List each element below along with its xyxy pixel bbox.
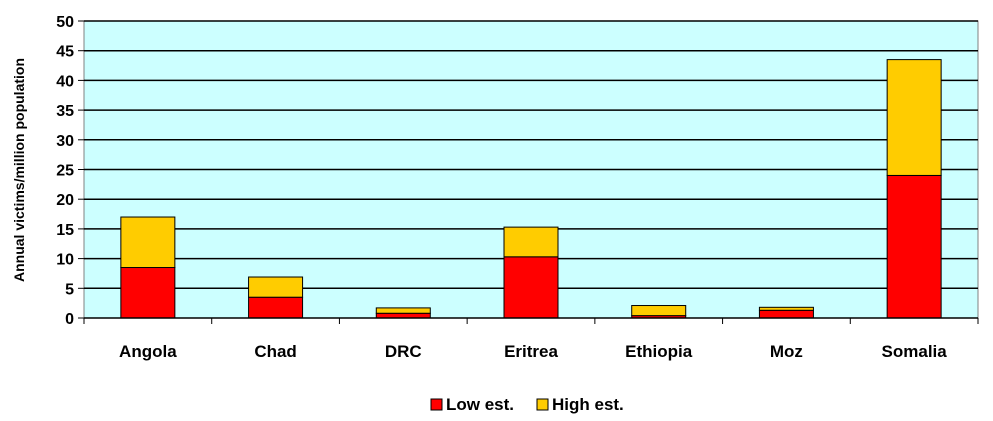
y-tick-label: 25 <box>56 163 74 180</box>
y-tick-label: 0 <box>65 311 74 328</box>
bar-high-angola <box>120 216 176 269</box>
legend-swatch <box>536 398 549 411</box>
legend-swatch <box>430 398 443 411</box>
x-tick-label: Moz <box>770 342 803 361</box>
y-tick-label: 40 <box>56 73 74 90</box>
x-tick-label: Eritrea <box>504 342 558 361</box>
y-tick-label: 20 <box>56 192 74 209</box>
x-tick-label: Angola <box>119 342 177 361</box>
bar-low-somalia <box>886 174 942 319</box>
gridlines <box>84 20 978 290</box>
legend: Low est. High est. <box>430 395 624 414</box>
bar-high-somalia <box>886 59 942 176</box>
x-tick-label: Chad <box>254 342 297 361</box>
y-tick-label: 15 <box>56 222 74 239</box>
bar-low-angola <box>120 267 176 319</box>
y-axis-ticks: 0 5 10 15 20 25 30 35 40 45 50 <box>56 14 84 328</box>
bar-high-ethiopia <box>631 305 687 317</box>
bar-low-chad <box>248 296 304 319</box>
legend-label: High est. <box>552 395 624 414</box>
bar-high-chad <box>248 276 304 298</box>
x-axis-ticks: Angola Chad DRC Eritrea Ethiopia Moz Somalia <box>83 318 979 361</box>
y-tick-label: 50 <box>56 14 74 31</box>
y-tick-label: 45 <box>56 44 74 61</box>
bar-high-eritrea <box>503 226 559 258</box>
y-tick-label: 35 <box>56 103 74 120</box>
bar-low-eritrea <box>503 256 559 319</box>
y-tick-label: 30 <box>56 133 74 150</box>
x-tick-label: Somalia <box>882 342 948 361</box>
x-tick-label: Ethiopia <box>625 342 693 361</box>
y-tick-label: 5 <box>65 281 74 298</box>
bars <box>120 59 942 319</box>
bar-low-moz <box>758 309 814 319</box>
y-tick-label: 10 <box>56 252 74 269</box>
legend-label: Low est. <box>446 395 514 414</box>
bar-high-drc <box>375 307 431 314</box>
y-axis-label: Annual victims/million population <box>11 58 27 282</box>
bar-high-moz <box>758 306 814 311</box>
x-tick-label: DRC <box>385 342 422 361</box>
